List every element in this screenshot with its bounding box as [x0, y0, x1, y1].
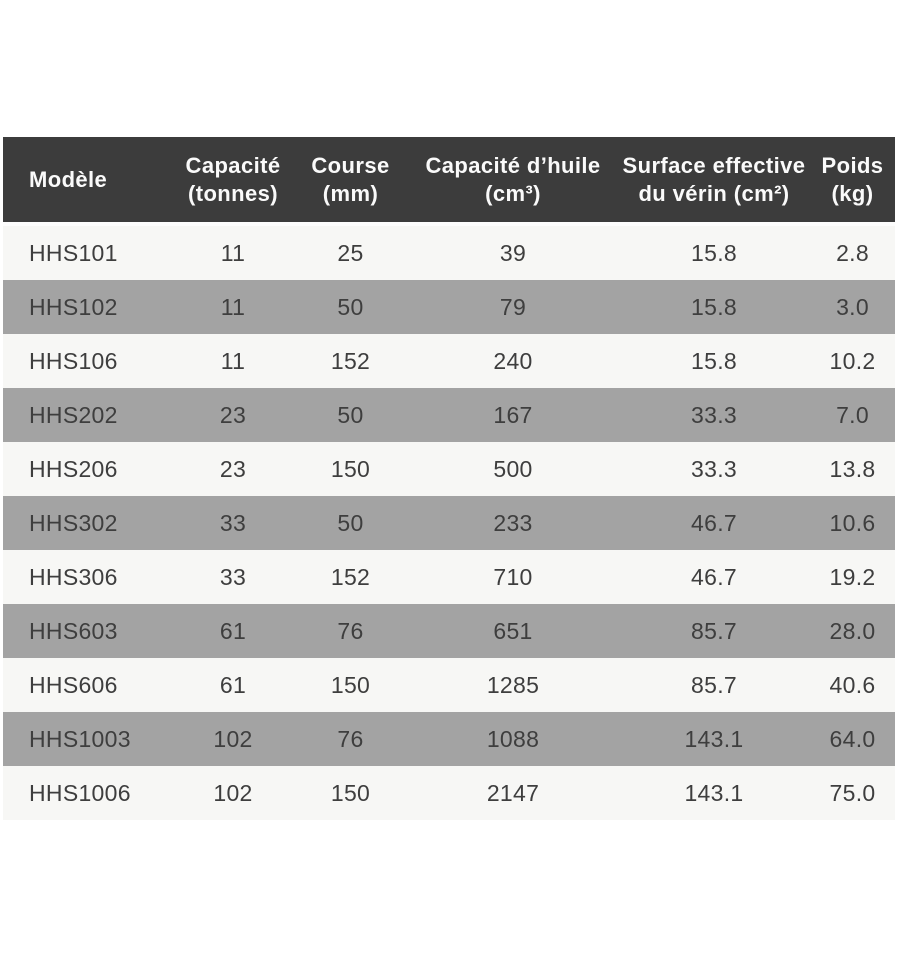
- cell-oil-capacity: 39: [408, 226, 618, 280]
- column-header-capacity: Capacité (tonnes): [173, 137, 293, 226]
- cell-stroke: 25: [293, 226, 408, 280]
- column-header-model: Modèle: [3, 137, 173, 226]
- cell-oil-capacity: 79: [408, 280, 618, 334]
- table-row: HHS606 61 150 1285 85.7 40.6: [3, 658, 895, 712]
- cell-oil-capacity: 2147: [408, 766, 618, 820]
- cell-stroke: 50: [293, 388, 408, 442]
- cell-weight: 10.6: [810, 496, 895, 550]
- cell-weight: 40.6: [810, 658, 895, 712]
- cell-oil-capacity: 240: [408, 334, 618, 388]
- cell-stroke: 50: [293, 280, 408, 334]
- table-header: Modèle Capacité (tonnes) Course (mm) Cap…: [3, 137, 895, 226]
- cell-weight: 28.0: [810, 604, 895, 658]
- cell-weight: 19.2: [810, 550, 895, 604]
- table-row: HHS1006 102 150 2147 143.1 75.0: [3, 766, 895, 820]
- cell-capacity: 11: [173, 280, 293, 334]
- cell-weight: 64.0: [810, 712, 895, 766]
- cell-capacity: 23: [173, 442, 293, 496]
- cell-oil-capacity: 1285: [408, 658, 618, 712]
- cell-effective-area: 143.1: [618, 766, 810, 820]
- cell-model: HHS106: [3, 334, 173, 388]
- cell-effective-area: 85.7: [618, 658, 810, 712]
- column-header-effective-area: Surface effective du vérin (cm²): [618, 137, 810, 226]
- cell-model: HHS202: [3, 388, 173, 442]
- cell-capacity: 11: [173, 334, 293, 388]
- cell-stroke: 76: [293, 604, 408, 658]
- table-row: HHS106 11 152 240 15.8 10.2: [3, 334, 895, 388]
- cell-capacity: 33: [173, 550, 293, 604]
- cell-effective-area: 33.3: [618, 388, 810, 442]
- table-body: HHS101 11 25 39 15.8 2.8 HHS102 11 50 79…: [3, 226, 895, 820]
- cell-effective-area: 46.7: [618, 550, 810, 604]
- cell-effective-area: 15.8: [618, 334, 810, 388]
- table-row: HHS202 23 50 167 33.3 7.0: [3, 388, 895, 442]
- cell-capacity: 11: [173, 226, 293, 280]
- cell-weight: 75.0: [810, 766, 895, 820]
- cell-model: HHS603: [3, 604, 173, 658]
- table-row: HHS206 23 150 500 33.3 13.8: [3, 442, 895, 496]
- cell-capacity: 23: [173, 388, 293, 442]
- cell-effective-area: 33.3: [618, 442, 810, 496]
- table-row: HHS306 33 152 710 46.7 19.2: [3, 550, 895, 604]
- cell-effective-area: 15.8: [618, 280, 810, 334]
- cell-stroke: 76: [293, 712, 408, 766]
- cell-oil-capacity: 500: [408, 442, 618, 496]
- table-row: HHS101 11 25 39 15.8 2.8: [3, 226, 895, 280]
- table-row: HHS1003 102 76 1088 143.1 64.0: [3, 712, 895, 766]
- cell-weight: 3.0: [810, 280, 895, 334]
- cell-model: HHS1003: [3, 712, 173, 766]
- cell-model: HHS1006: [3, 766, 173, 820]
- cell-effective-area: 143.1: [618, 712, 810, 766]
- cell-model: HHS101: [3, 226, 173, 280]
- column-header-weight: Poids (kg): [810, 137, 895, 226]
- table-row: HHS302 33 50 233 46.7 10.6: [3, 496, 895, 550]
- cell-effective-area: 15.8: [618, 226, 810, 280]
- cell-stroke: 150: [293, 442, 408, 496]
- cell-capacity: 61: [173, 604, 293, 658]
- cell-oil-capacity: 651: [408, 604, 618, 658]
- cell-stroke: 150: [293, 658, 408, 712]
- hydraulic-jack-specs-table: Modèle Capacité (tonnes) Course (mm) Cap…: [3, 137, 895, 820]
- column-header-oil-capacity: Capacité d’huile (cm³): [408, 137, 618, 226]
- cell-model: HHS206: [3, 442, 173, 496]
- column-header-stroke: Course (mm): [293, 137, 408, 226]
- cell-capacity: 102: [173, 712, 293, 766]
- header-row: Modèle Capacité (tonnes) Course (mm) Cap…: [3, 137, 895, 226]
- cell-model: HHS102: [3, 280, 173, 334]
- cell-stroke: 50: [293, 496, 408, 550]
- cell-oil-capacity: 710: [408, 550, 618, 604]
- cell-weight: 7.0: [810, 388, 895, 442]
- cell-effective-area: 85.7: [618, 604, 810, 658]
- cell-model: HHS302: [3, 496, 173, 550]
- cell-weight: 2.8: [810, 226, 895, 280]
- cell-capacity: 33: [173, 496, 293, 550]
- cell-oil-capacity: 233: [408, 496, 618, 550]
- cell-model: HHS606: [3, 658, 173, 712]
- cell-capacity: 102: [173, 766, 293, 820]
- cell-model: HHS306: [3, 550, 173, 604]
- cell-weight: 10.2: [810, 334, 895, 388]
- cell-capacity: 61: [173, 658, 293, 712]
- cell-stroke: 150: [293, 766, 408, 820]
- table-row: HHS603 61 76 651 85.7 28.0: [3, 604, 895, 658]
- cell-stroke: 152: [293, 334, 408, 388]
- cell-oil-capacity: 167: [408, 388, 618, 442]
- cell-oil-capacity: 1088: [408, 712, 618, 766]
- cell-stroke: 152: [293, 550, 408, 604]
- cell-effective-area: 46.7: [618, 496, 810, 550]
- cell-weight: 13.8: [810, 442, 895, 496]
- table-row: HHS102 11 50 79 15.8 3.0: [3, 280, 895, 334]
